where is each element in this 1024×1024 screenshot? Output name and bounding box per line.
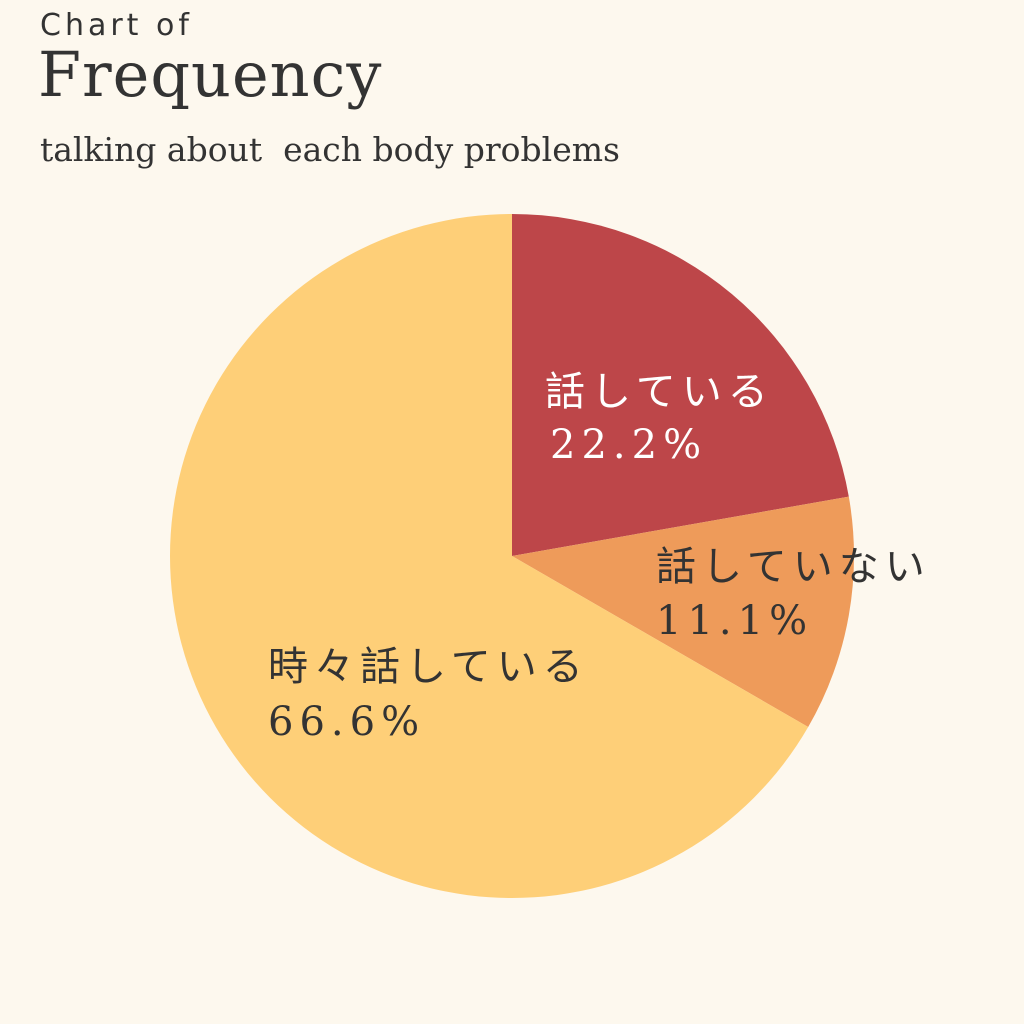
pie-labels: 話している 22.2% 話していない 11.1% 時々話している 66.6% [268, 369, 931, 745]
pie-slice-sometimes [170, 214, 809, 898]
slice-label-talking: 話している [545, 369, 774, 415]
slice-value-talking: 22.2% [550, 422, 707, 468]
pie-slice-talking [512, 214, 849, 556]
slice-value-not-talking: 11.1% [656, 598, 813, 644]
slice-value-sometimes: 66.6% [268, 699, 425, 745]
slice-label-not-talking: 話していない [656, 544, 931, 590]
slice-label-sometimes: 時々話している [268, 644, 589, 690]
pie-slice-not-talking [512, 496, 854, 727]
chart-subtitle: talking about each body problems [40, 130, 620, 169]
chart-kicker: Chart of [40, 8, 193, 43]
pie-slices [170, 214, 854, 898]
chart-title: Frequency [38, 38, 383, 111]
